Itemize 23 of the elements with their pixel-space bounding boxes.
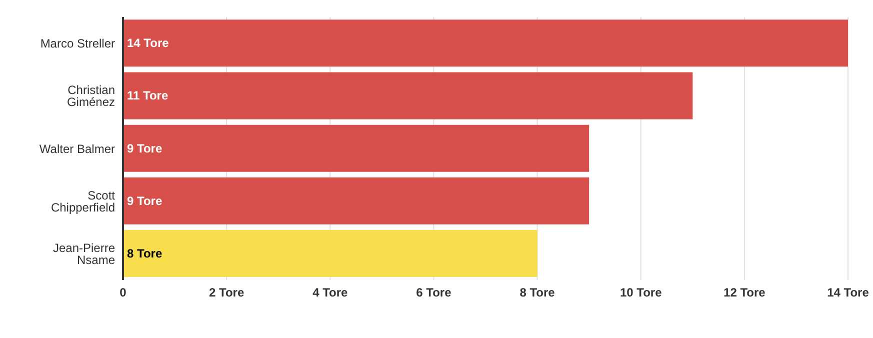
x-tick-label: 10 Tore [620,286,662,300]
bar [123,20,848,67]
x-tick-label: 2 Tore [209,286,244,300]
data-label: 9 Tore [127,141,162,156]
x-tick-label: 12 Tore [724,286,766,300]
x-tick-label: 8 Tore [520,286,556,300]
y-tick-label: Walter Balmer [39,142,115,156]
y-tick-label: Jean-Pierre Nsame [52,240,116,267]
y-tick-label: Scott Chipperfield [50,188,116,214]
data-label: 14 Tore [127,36,170,50]
x-tick-label: 14 Tore [827,286,870,300]
bar [123,230,538,278]
data-label: 9 Tore [127,194,162,208]
x-tick-label: 6 Tore [416,286,452,300]
y-tick-label: Marco Streller [40,36,115,51]
y-tick-label: Christian Giménez [66,83,115,110]
bar [123,72,693,120]
data-label: 11 Tore [127,88,168,103]
x-tick-label: 4 Tore [312,286,348,300]
x-tick-label: 0 [120,286,127,300]
bar [123,124,590,172]
bar [123,177,590,224]
data-label: 8 Tore [127,246,162,261]
